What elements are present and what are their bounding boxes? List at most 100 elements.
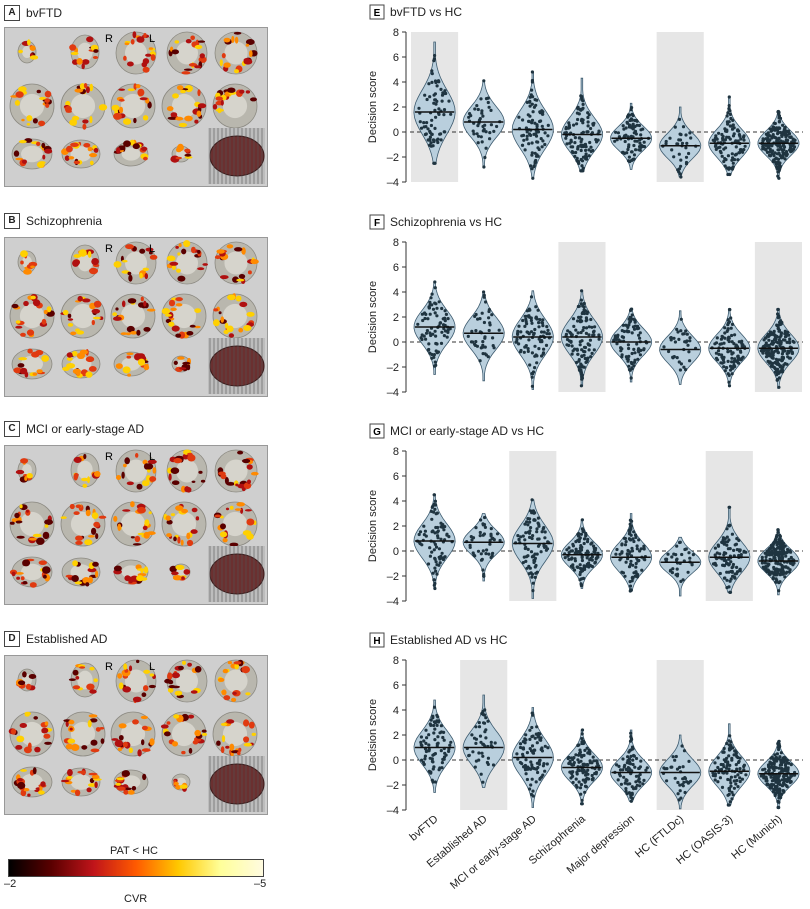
data-point xyxy=(772,777,776,781)
data-point xyxy=(536,140,540,144)
data-point xyxy=(764,336,768,340)
data-point xyxy=(590,766,594,770)
data-point xyxy=(726,347,730,351)
data-point xyxy=(440,766,444,770)
y-axis-label: Decision score xyxy=(367,699,379,771)
data-point xyxy=(540,321,545,325)
data-point xyxy=(634,561,638,566)
data-point xyxy=(579,298,584,302)
data-point xyxy=(635,123,639,127)
data-point xyxy=(772,758,776,762)
data-point xyxy=(775,373,779,377)
y-tick-label: 2 xyxy=(393,730,399,742)
data-point xyxy=(724,562,729,566)
data-point xyxy=(778,142,782,146)
data-point xyxy=(580,107,584,111)
data-point xyxy=(592,121,596,125)
data-point xyxy=(781,357,785,361)
data-point xyxy=(740,356,744,361)
data-point xyxy=(720,361,725,365)
data-point xyxy=(774,165,779,169)
data-point xyxy=(678,132,682,136)
data-point xyxy=(676,168,680,172)
data-point xyxy=(627,757,632,761)
data-point xyxy=(435,351,439,355)
data-point xyxy=(764,568,768,572)
data-point xyxy=(621,335,626,339)
data-point xyxy=(426,127,430,131)
data-point xyxy=(579,302,583,306)
data-point xyxy=(441,91,445,95)
data-point xyxy=(583,143,588,147)
data-point xyxy=(766,141,771,145)
data-point xyxy=(728,505,732,509)
data-point xyxy=(627,317,631,321)
data-point xyxy=(766,354,770,358)
violin-shape xyxy=(757,110,800,179)
data-point xyxy=(573,141,577,145)
data-point xyxy=(586,111,590,115)
data-point xyxy=(629,533,633,537)
data-point xyxy=(771,543,775,547)
data-point xyxy=(586,356,590,360)
data-point xyxy=(578,578,582,582)
data-point xyxy=(436,735,440,739)
data-point xyxy=(426,749,430,753)
data-point xyxy=(577,768,581,773)
data-point xyxy=(539,119,543,123)
data-point xyxy=(719,337,724,341)
data-point xyxy=(585,311,589,316)
data-point xyxy=(767,141,771,146)
data-point xyxy=(436,525,440,530)
data-point xyxy=(572,123,576,127)
data-point xyxy=(571,151,575,155)
data-point xyxy=(570,352,574,356)
data-point xyxy=(530,763,534,767)
data-point xyxy=(576,765,580,769)
data-point xyxy=(434,334,438,338)
data-point xyxy=(577,760,581,764)
data-point xyxy=(784,131,788,135)
data-point xyxy=(580,365,584,369)
data-point xyxy=(535,552,539,556)
data-point xyxy=(791,773,795,777)
data-point xyxy=(479,97,483,101)
data-point xyxy=(780,155,784,159)
data-point xyxy=(721,358,726,362)
violin-shape xyxy=(659,310,702,385)
data-point xyxy=(437,563,441,567)
data-point xyxy=(577,358,581,362)
data-point xyxy=(679,579,683,584)
data-point xyxy=(687,151,691,156)
data-point xyxy=(581,143,585,147)
data-point xyxy=(578,549,582,553)
data-point xyxy=(772,333,776,337)
data-point xyxy=(536,516,541,520)
data-point xyxy=(777,385,781,389)
data-point xyxy=(576,145,580,149)
data-point xyxy=(778,534,782,538)
data-point xyxy=(491,551,495,556)
data-point xyxy=(531,713,535,717)
data-point xyxy=(472,553,476,557)
data-point xyxy=(728,172,732,177)
data-point xyxy=(714,147,718,151)
y-tick-label: 2 xyxy=(393,521,399,533)
data-point xyxy=(628,782,632,786)
data-point xyxy=(569,549,573,553)
data-point xyxy=(626,557,630,561)
data-point xyxy=(767,766,772,770)
data-point xyxy=(786,547,790,552)
data-point xyxy=(436,719,441,723)
data-point xyxy=(774,550,778,555)
data-point xyxy=(575,158,579,163)
data-point xyxy=(480,712,484,716)
data-point xyxy=(587,561,591,565)
data-point xyxy=(585,130,589,134)
data-point xyxy=(530,375,534,379)
data-point xyxy=(537,321,541,325)
data-point xyxy=(491,336,495,340)
data-point xyxy=(525,130,529,134)
data-point xyxy=(525,520,529,524)
data-point xyxy=(423,757,427,761)
